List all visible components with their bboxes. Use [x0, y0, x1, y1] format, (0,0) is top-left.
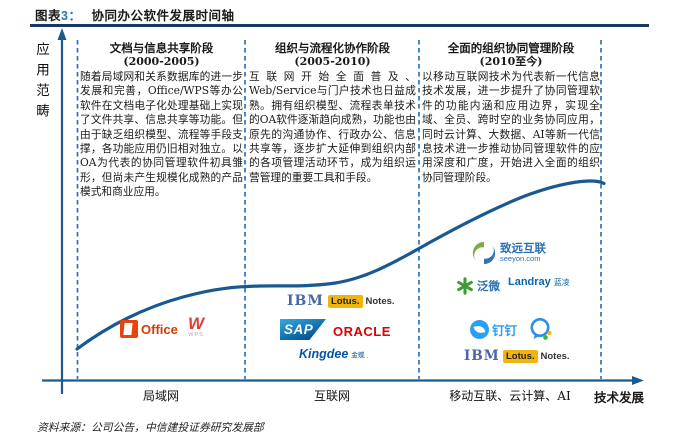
x-axis-label: 技术发展 — [594, 390, 645, 405]
microsoft-office-logo: Office — [120, 320, 178, 338]
wps-logo-text: WPS — [188, 332, 204, 338]
title-divider — [30, 24, 649, 27]
wecom-logo — [528, 316, 554, 343]
oracle-logo: ORACLE — [333, 324, 391, 339]
stage-3-period: (2010至今) — [479, 55, 543, 68]
ibm-logo-text: IBM — [464, 348, 500, 364]
stage-3-title: 全面的组织协同管理阶段 — [447, 41, 575, 55]
dingtalk-icon — [470, 320, 489, 339]
wecom-bubble-icon — [530, 318, 552, 340]
stage-box-2: 组织与流程化协作阶段 (2005-2010) 互联网开始全面普及、Web/Ser… — [249, 41, 416, 185]
figure-label: 图表 — [35, 9, 62, 23]
ibm-logo-text: IBM — [287, 293, 324, 309]
stage-box-1: 文档与信息共享阶段 (2000-2005) 随着局域网和关系数据库的进一步发展和… — [80, 41, 243, 200]
dingtalk-logo: 钉钉 — [470, 320, 517, 339]
office-icon — [120, 320, 138, 338]
lotus-badge: Lotus. — [328, 295, 363, 308]
landray-cn-text: 蓝凌 — [553, 277, 570, 287]
source-note: 资料来源：公司公告，中信建投证券研究发展部 — [37, 421, 264, 434]
lotus-notes-logo-2: Lotus. Notes. — [503, 350, 570, 363]
figure-number: 3： — [61, 9, 82, 23]
sap-icon: SAP — [280, 319, 326, 340]
x-category-lan: 局域网 — [142, 389, 179, 403]
stage-2-period: (2005-2010) — [294, 55, 371, 68]
stage-1-description: 随着局域网和关系数据库的进一步发展和完善，Office/WPS等办公软件在文档电… — [80, 70, 243, 199]
seeyon-logo: 致远互联 seeyon.com — [471, 240, 546, 266]
ellipsis-more-vendors: …… — [350, 350, 370, 360]
weaver-logo: 泛微 — [456, 277, 500, 295]
stage-2-description: 互联网开始全面普及、Web/Service与门户技术也日益成熟。拥有组织模型、流… — [249, 70, 416, 184]
ellipsis-text: …… — [350, 350, 370, 360]
stage-3-description: 以移动互联网技术为代表新一代信息技术发展，进一步提升了协同管理软件的功能内涵和应… — [422, 70, 600, 184]
stage-1-period: (2000-2005) — [123, 55, 200, 68]
y-axis-label: 应用范畴 — [33, 42, 49, 124]
x-axis-arrow-icon — [632, 376, 644, 385]
stage-2-title: 组织与流程化协作阶段 — [275, 41, 390, 55]
stage-1-title: 文档与信息共享阶段 — [109, 41, 214, 55]
weaver-cn-text: 泛微 — [477, 281, 500, 293]
seeyon-cn-text: 致远互联 — [500, 243, 546, 256]
oracle-logo-text: ORACLE — [333, 324, 391, 339]
landray-en-text: Landray — [508, 276, 551, 288]
seeyon-swirl-icon — [472, 241, 496, 265]
figure-header: 图表3： 协同办公软件发展时间轴 — [35, 5, 234, 24]
ibm-logo: IBM — [287, 293, 324, 309]
growth-curve — [75, 179, 606, 351]
seeyon-url-text: seeyon.com — [500, 254, 541, 264]
notes-text: Notes. — [540, 351, 570, 362]
x-category-internet: 互联网 — [313, 389, 350, 403]
sap-logo: SAP — [280, 319, 326, 340]
figure-title: 协同办公软件发展时间轴 — [91, 9, 235, 23]
dingtalk-cn-text: 钉钉 — [492, 324, 518, 338]
kingdee-cn-text: 金蝶 — [351, 352, 365, 359]
notes-text: Notes. — [365, 296, 395, 307]
lotus-notes-logo: Lotus. Notes. — [328, 295, 395, 308]
lotus-badge: Lotus. — [503, 350, 538, 363]
stage-box-3: 全面的组织协同管理阶段 (2010至今) 以移动互联网技术为代表新一代信息技术发… — [422, 41, 600, 185]
weaver-snowflake-icon — [457, 277, 473, 295]
wps-logo: W WPS — [188, 315, 204, 338]
x-category-mobile-cloud-ai: 移动互联、云计算、AI — [449, 389, 571, 403]
ibm-logo-2: IBM — [464, 348, 500, 364]
kingdee-logo-text: Kingdee — [299, 347, 349, 361]
y-axis-arrow-icon — [57, 28, 67, 40]
wps-icon: W — [188, 314, 205, 333]
sap-logo-text: SAP — [284, 322, 314, 337]
office-logo-text: Office — [141, 321, 178, 337]
kingdee-logo: Kingdee 金蝶 — [299, 347, 364, 361]
landray-logo: Landray 蓝凌 — [508, 276, 570, 288]
